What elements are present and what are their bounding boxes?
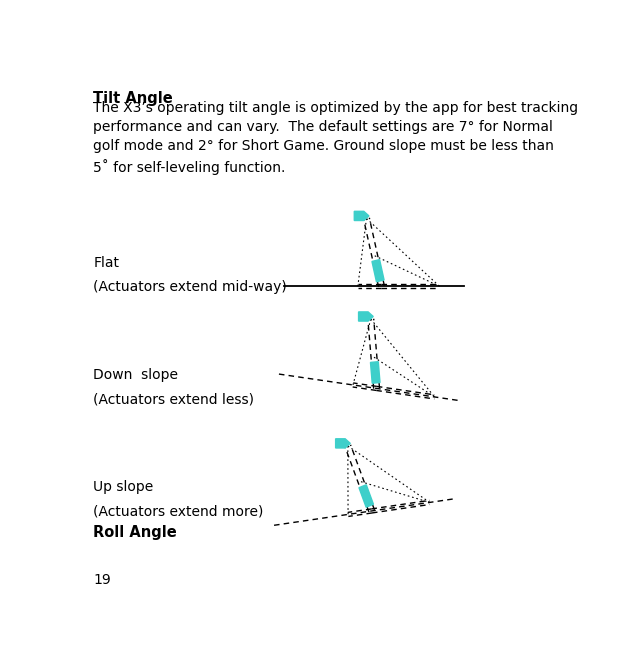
Text: (Actuators extend less): (Actuators extend less): [93, 392, 255, 406]
Text: The X3’s operating tilt angle is optimized by the app for best tracking
performa: The X3’s operating tilt angle is optimiz…: [93, 101, 578, 174]
Text: Up slope: Up slope: [93, 480, 154, 495]
Polygon shape: [358, 312, 373, 321]
Text: Flat: Flat: [93, 256, 120, 270]
Text: 19: 19: [93, 573, 111, 587]
Polygon shape: [370, 362, 380, 383]
Polygon shape: [354, 211, 369, 221]
Polygon shape: [372, 260, 384, 282]
Polygon shape: [359, 485, 374, 507]
Polygon shape: [336, 439, 350, 448]
Text: (Actuators extend mid-way): (Actuators extend mid-way): [93, 280, 287, 294]
Text: Down  slope: Down slope: [93, 368, 178, 382]
Text: (Actuators extend more): (Actuators extend more): [93, 505, 264, 519]
Text: Roll Angle: Roll Angle: [93, 524, 177, 540]
Text: Tilt Angle: Tilt Angle: [93, 91, 173, 106]
